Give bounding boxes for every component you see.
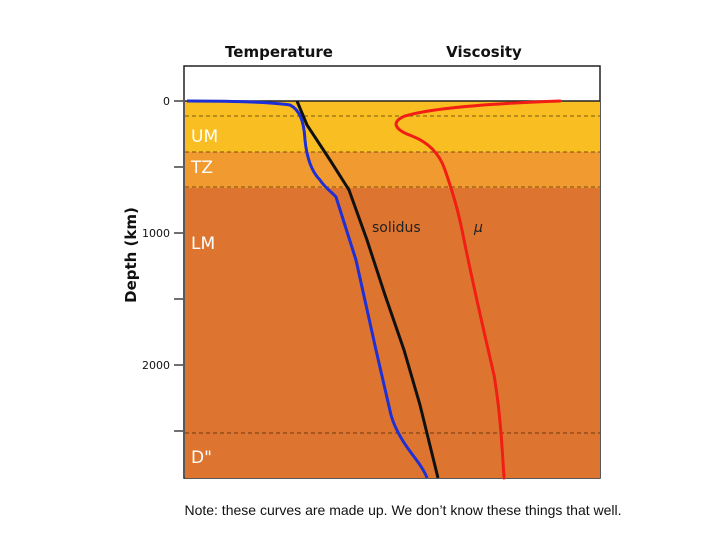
solidus-curve: [295, 100, 440, 479]
zone-label-d-double-prime: D": [191, 448, 212, 468]
temperature-header: Temperature: [225, 43, 333, 61]
note-text: Note: these curves are made up. We don’t…: [184, 502, 622, 518]
zone-label-lm: LM: [191, 234, 215, 254]
solidus-label: solidus: [372, 220, 421, 236]
y-axis-label: Depth (km): [122, 207, 140, 303]
viscosity-header: Viscosity: [446, 43, 522, 61]
temperature-curve: [186, 99, 429, 479]
lower-mantle-layer: [185, 188, 600, 478]
tick-label-2000: 2000: [142, 359, 170, 372]
tick-label-0: 0: [163, 95, 170, 108]
tick-label-1000: 1000: [142, 227, 170, 240]
transition-zone-layer: [185, 152, 600, 188]
viscosity-curve: [394, 99, 562, 480]
zone-label-tz: TZ: [190, 158, 213, 178]
upper-mantle-layer: [185, 101, 600, 152]
zone-label-um: UM: [191, 127, 218, 147]
viscosity-mu-label: μ: [473, 220, 483, 236]
